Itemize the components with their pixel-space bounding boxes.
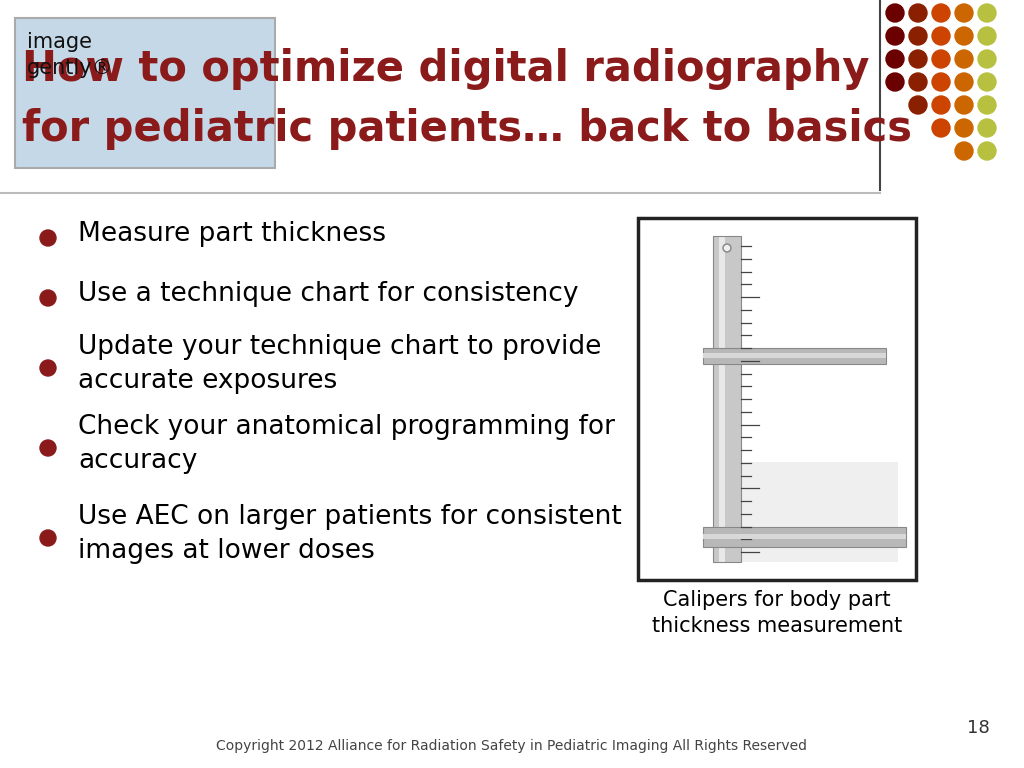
Text: Check your anatomical programming for
accuracy: Check your anatomical programming for ac… <box>78 415 615 474</box>
Circle shape <box>955 142 973 160</box>
Bar <box>703 534 906 538</box>
Circle shape <box>909 4 927 22</box>
Bar <box>713 236 741 562</box>
Text: Use a technique chart for consistency: Use a technique chart for consistency <box>78 281 579 307</box>
Text: 18: 18 <box>968 719 990 737</box>
Bar <box>703 353 886 358</box>
Circle shape <box>909 27 927 45</box>
Circle shape <box>932 50 950 68</box>
Circle shape <box>886 4 904 22</box>
Bar <box>638 218 916 580</box>
Circle shape <box>978 73 996 91</box>
Text: How to optimize digital radiography: How to optimize digital radiography <box>22 48 869 90</box>
Circle shape <box>40 360 56 376</box>
Circle shape <box>40 230 56 246</box>
Text: Copyright 2012 Alliance for Radiation Safety in Pediatric Imaging All Rights Res: Copyright 2012 Alliance for Radiation Sa… <box>216 739 808 753</box>
Circle shape <box>40 440 56 456</box>
Bar <box>703 348 886 363</box>
Circle shape <box>40 530 56 546</box>
Circle shape <box>978 27 996 45</box>
Text: Measure part thickness: Measure part thickness <box>78 221 386 247</box>
Bar <box>15 18 275 168</box>
Circle shape <box>955 119 973 137</box>
Circle shape <box>886 27 904 45</box>
Circle shape <box>909 96 927 114</box>
Circle shape <box>932 96 950 114</box>
Circle shape <box>978 4 996 22</box>
Circle shape <box>932 4 950 22</box>
Circle shape <box>955 96 973 114</box>
Circle shape <box>886 73 904 91</box>
Circle shape <box>955 50 973 68</box>
Circle shape <box>723 244 731 252</box>
Circle shape <box>932 27 950 45</box>
Text: image
gently®: image gently® <box>27 32 114 78</box>
Circle shape <box>955 4 973 22</box>
Text: Use AEC on larger patients for consistent
images at lower doses: Use AEC on larger patients for consisten… <box>78 505 622 564</box>
Circle shape <box>40 290 56 306</box>
Circle shape <box>955 73 973 91</box>
Circle shape <box>978 50 996 68</box>
Circle shape <box>886 50 904 68</box>
Circle shape <box>932 73 950 91</box>
Bar <box>718 462 898 562</box>
Circle shape <box>909 73 927 91</box>
Text: Update your technique chart to provide
accurate exposures: Update your technique chart to provide a… <box>78 335 601 393</box>
Bar <box>719 236 725 562</box>
Text: Calipers for body part
thickness measurement: Calipers for body part thickness measure… <box>652 590 902 637</box>
Bar <box>703 527 906 547</box>
Circle shape <box>932 119 950 137</box>
Circle shape <box>978 96 996 114</box>
Text: for pediatric patients… back to basics: for pediatric patients… back to basics <box>22 108 912 150</box>
Bar <box>713 236 741 562</box>
Circle shape <box>955 27 973 45</box>
Circle shape <box>978 119 996 137</box>
Circle shape <box>909 50 927 68</box>
Circle shape <box>978 142 996 160</box>
Circle shape <box>725 246 729 250</box>
